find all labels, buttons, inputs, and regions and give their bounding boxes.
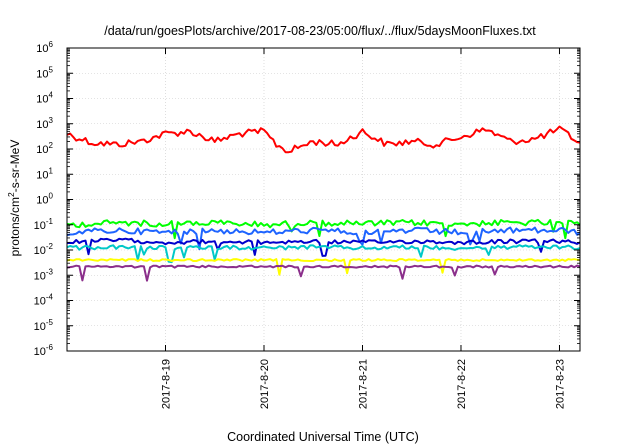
y-tick-label: 10-6 [34, 343, 54, 358]
y-tick-label: 10-1 [34, 217, 54, 232]
plot-frame [66, 47, 581, 352]
series-line [66, 125, 581, 154]
x-axis-label: Coordinated Universal Time (UTC) [227, 430, 419, 444]
y-tick-label: 10-4 [34, 293, 54, 308]
series-layer [66, 125, 581, 282]
series-line [66, 244, 581, 264]
y-tick-label: 10-3 [34, 267, 54, 282]
series-line [66, 264, 581, 282]
y-tick-label: 10-2 [34, 242, 54, 257]
y-tick-label: 100 [36, 192, 53, 207]
series-line [66, 218, 581, 240]
x-tick-label: 2017-8-22 [456, 359, 468, 409]
y-tick-label: 101 [36, 166, 53, 181]
grid [67, 47, 580, 352]
y-tick-label: 102 [36, 141, 53, 156]
chart-title: /data/run/goesPlots/archive/2017-08-23/0… [104, 24, 536, 38]
y-tick-label: 103 [36, 116, 53, 131]
x-tick-label: 2017-8-23 [554, 359, 566, 409]
series-line [66, 226, 581, 251]
x-tick-label: 2017-8-20 [259, 359, 271, 409]
y-axis-label: protons/cm2-s-sr-MeV [6, 140, 22, 257]
x-tick-label: 2017-8-21 [357, 359, 369, 409]
y-tick-label: 106 [36, 40, 53, 55]
y-tick-label: 104 [36, 91, 53, 106]
y-axis-ticks: 10-6 10-5 10-4 10-3 10-2 10-1 100 101 102 103 104 1… [34, 40, 580, 358]
y-tick-label: 105 [36, 65, 53, 80]
series-line [66, 258, 581, 276]
x-axis-ticks: 2017-8-19 2017-8-20 2017-8-21 2017-8-22 2017… [160, 48, 566, 409]
series-line [66, 237, 581, 257]
x-tick-label: 2017-8-19 [160, 359, 172, 409]
y-tick-label: 10-5 [34, 318, 54, 333]
